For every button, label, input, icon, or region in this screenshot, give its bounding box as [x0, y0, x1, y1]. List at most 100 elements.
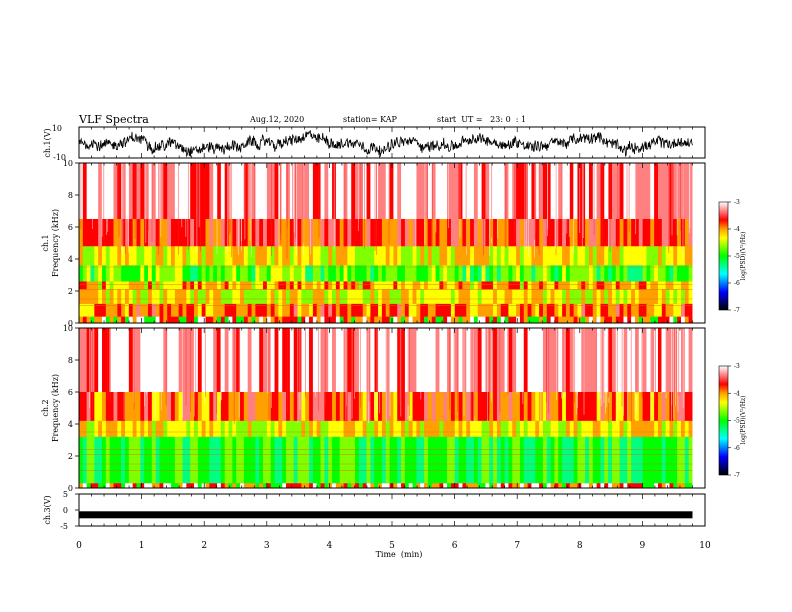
spec-band-cell-7	[496, 163, 502, 219]
spec-band-cell-0	[638, 316, 643, 323]
spec-band-cell-2	[401, 420, 406, 437]
spec-band-cell-2	[140, 289, 145, 304]
spec-band-cell-4	[263, 265, 268, 282]
spec-band-cell-2	[485, 420, 490, 437]
spec-band-cell-0	[109, 316, 114, 323]
spec-band-cell-1	[197, 436, 202, 484]
spec-band-cell-4	[473, 265, 479, 282]
spec-band-cell-1	[132, 436, 137, 484]
spec-band-cell-4	[581, 328, 586, 392]
spec-band-cell-0	[531, 316, 536, 323]
spec-band-cell-5	[519, 246, 525, 266]
spec-band-cell-2	[665, 420, 670, 437]
spec-band-cell-6	[178, 219, 183, 247]
spec-band-cell-0	[270, 316, 275, 323]
spec-band-cell-4	[171, 328, 176, 392]
spec-band-cell-7	[144, 163, 149, 219]
spec-band-cell-4	[358, 328, 364, 392]
spec-band-cell-3	[504, 392, 509, 421]
spec-band-cell-2	[178, 420, 183, 437]
spec-band-cell-4	[105, 265, 110, 282]
spec-band-cell-5	[324, 246, 329, 266]
spec-band-cell-4	[128, 328, 133, 392]
spec-band-cell-7	[255, 163, 260, 219]
spec-band-cell-6	[493, 219, 498, 247]
spec-band-cell-1	[554, 436, 559, 484]
spec-band-cell-1	[366, 436, 371, 484]
spec-band-cell-5	[596, 246, 601, 266]
spec-band-cell-2	[236, 420, 241, 437]
spec-band-cell-7	[531, 163, 536, 219]
spec-band-cell-5	[205, 246, 210, 266]
spec-band-cell-2	[504, 420, 509, 437]
spec-band-cell-2	[132, 289, 137, 304]
spec-band-cell-3	[228, 281, 233, 290]
spec-band-cell-5	[443, 246, 448, 266]
spec-band-cell-0	[301, 316, 306, 323]
spec-band-cell-3	[98, 392, 103, 421]
spec-band-cell-0	[132, 316, 137, 323]
spec-band-cell-2	[144, 289, 149, 304]
spec-band-cell-2	[542, 289, 548, 304]
ch2-spec-ylabel-freq: Frequency (kHz)	[51, 374, 60, 442]
spec-band-cell-0	[293, 483, 298, 488]
spec-band-cell-4	[450, 265, 456, 282]
spec-band-cell-7	[370, 163, 375, 219]
spec-band-cell-3	[274, 281, 279, 290]
spec-band-cell-7	[585, 163, 590, 219]
spec-band-cell-0	[194, 316, 199, 323]
spec-band-cell-2	[665, 289, 670, 304]
spec-band-cell-6	[171, 219, 176, 247]
spec-band-cell-0	[117, 316, 122, 323]
spec-band-cell-1	[462, 303, 467, 317]
spec-band-cell-1	[542, 436, 548, 484]
spec-band-cell-2	[550, 420, 555, 437]
spec-band-cell-2	[209, 420, 214, 437]
spec-band-cell-4	[439, 328, 444, 392]
spec-band-cell-5	[669, 246, 674, 266]
spec-band-cell-5	[450, 246, 456, 266]
spec-band-cell-4	[155, 328, 160, 392]
spec-band-cell-2	[523, 420, 528, 437]
spec-band-cell-3	[397, 392, 402, 421]
spec-band-cell-4	[634, 265, 640, 282]
spec-band-cell-0	[347, 483, 352, 488]
spec-band-cell-3	[427, 392, 433, 421]
spec-band-cell-1	[109, 303, 114, 317]
spec-band-cell-1	[182, 303, 187, 317]
spec-band-cell-1	[477, 303, 482, 317]
spec-band-cell-6	[535, 219, 540, 247]
spec-band-cell-0	[604, 483, 609, 488]
spec-band-cell-3	[523, 281, 528, 290]
spec-band-cell-2	[431, 420, 436, 437]
spec-band-cell-2	[274, 289, 279, 304]
spec-band-cell-6	[148, 219, 153, 247]
spec-band-cell-1	[489, 436, 494, 484]
spec-band-cell-4	[351, 265, 356, 282]
spec-band-cell-5	[493, 246, 498, 266]
spec-band-cell-3	[167, 281, 172, 290]
spec-band-cell-4	[213, 328, 218, 392]
figure-start-time: start UT = 23: 0 : 1	[437, 115, 526, 124]
spec-band-cell-3	[163, 392, 168, 421]
spec-band-cell-1	[174, 436, 179, 484]
ch2-spectrogram-image	[79, 328, 705, 488]
spec-band-cell-7	[454, 163, 459, 219]
spec-band-cell-3	[485, 281, 490, 290]
spec-band-cell-4	[86, 328, 91, 392]
spec-band-cell-4	[224, 328, 229, 392]
spec-band-cell-6	[408, 219, 413, 247]
spec-band-cell-1	[554, 303, 559, 317]
spec-band-cell-0	[297, 483, 302, 488]
spec-band-cell-4	[79, 265, 84, 282]
spec-band-cell-3	[420, 392, 425, 421]
spec-band-cell-4	[657, 265, 663, 282]
spec-band-cell-3	[236, 392, 241, 421]
spec-band-cell-6	[159, 219, 164, 247]
spec-band-cell-0	[416, 316, 421, 323]
spec-band-cell-2	[619, 289, 624, 304]
spec-band-cell-2	[86, 420, 91, 437]
spec-band-cell-1	[362, 436, 367, 484]
spec-band-cell-6	[638, 219, 643, 247]
spec-band-cell-6	[144, 219, 149, 247]
